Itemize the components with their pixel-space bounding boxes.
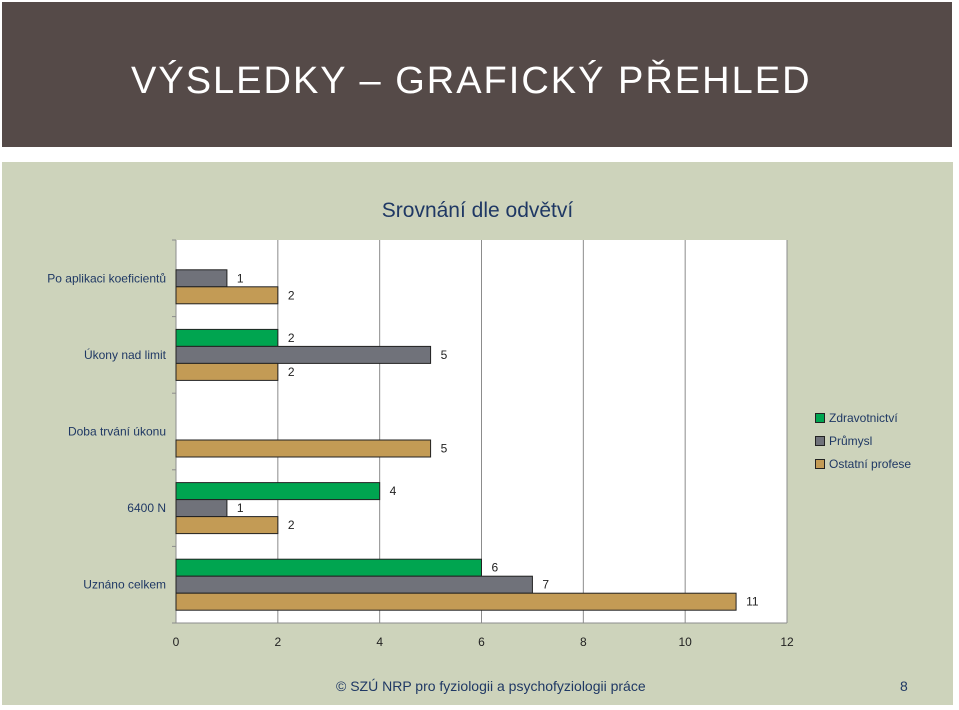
footer-copyright: © SZÚ NRP pro fyziologii a psychofyziolo…: [336, 678, 646, 694]
data-label: 11: [746, 595, 759, 609]
x-tick-label: 12: [780, 635, 794, 649]
legend-swatch: [815, 435, 825, 446]
legend-item: Zdravotnictví: [815, 406, 911, 429]
category-label: Úkony nad limit: [84, 347, 167, 362]
bar: [175, 592, 737, 611]
data-label: 4: [390, 484, 397, 498]
x-tick-label: 0: [173, 635, 180, 649]
data-label: 2: [288, 518, 295, 532]
legend-label: Ostatní profese: [829, 456, 912, 471]
data-label: 7: [542, 578, 549, 592]
bar: [175, 482, 381, 501]
x-tick-label: 6: [478, 635, 485, 649]
bar: [175, 439, 432, 458]
bar: [175, 558, 482, 577]
category-label: 6400 N: [127, 501, 166, 515]
data-label: 2: [288, 331, 295, 345]
x-tick-label: 8: [580, 635, 587, 649]
legend: Zdravotnictví Průmysl Ostatní profese: [815, 406, 911, 475]
bar: [175, 575, 533, 594]
data-label: 5: [441, 348, 448, 362]
data-label: 2: [288, 365, 295, 379]
bar: [175, 328, 279, 347]
bar: [175, 286, 279, 305]
legend-swatch: [815, 458, 825, 469]
bar: [175, 345, 432, 364]
x-tick-label: 4: [376, 635, 383, 649]
legend-swatch: [815, 412, 825, 423]
category-label: Uznáno celkem: [83, 578, 166, 592]
chart-area: 0 2 4 6 8 10 12 Po aplikaci koeficientů 1 2 Úkony …: [2, 162, 953, 705]
data-label: 2: [288, 288, 295, 302]
data-label: 1: [237, 271, 244, 285]
x-tick-label: 2: [274, 635, 281, 649]
bar: [175, 362, 279, 381]
data-label: 6: [492, 561, 499, 575]
legend-item: Ostatní profese: [815, 452, 911, 475]
data-label: 1: [237, 501, 244, 515]
slide-title: VÝSLEDKY – GRAFICKÝ PŘEHLED: [131, 60, 812, 102]
bar: [175, 499, 228, 518]
bar: [175, 516, 279, 535]
legend-label: Průmysl: [829, 433, 873, 448]
category-label: Doba trvání úkonu: [68, 425, 166, 439]
category-label: Po aplikaci koeficientů: [47, 271, 166, 285]
page-number: 8: [900, 678, 908, 694]
legend-label: Zdravotnictví: [829, 410, 898, 425]
title-bar: VÝSLEDKY – GRAFICKÝ PŘEHLED: [2, 2, 952, 147]
x-tick-label: 10: [678, 635, 692, 649]
legend-item: Průmysl: [815, 429, 911, 452]
chart-title: Srovnání dle odvětví: [381, 199, 574, 222]
data-label: 5: [441, 442, 448, 456]
bar: [175, 269, 228, 288]
